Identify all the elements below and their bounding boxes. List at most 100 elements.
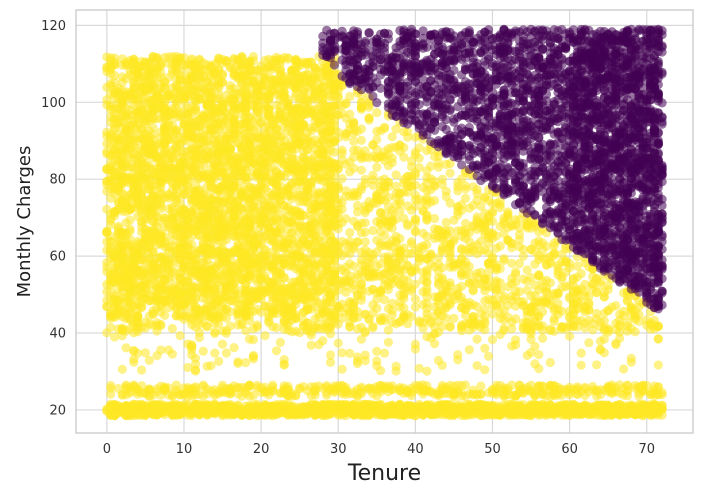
yellow-cluster-point bbox=[314, 402, 324, 412]
yellow-cluster-point bbox=[580, 383, 590, 394]
yellow-cluster-point bbox=[291, 391, 301, 401]
yellow-cluster-point bbox=[526, 401, 536, 411]
yellow-cluster-point bbox=[198, 380, 208, 390]
yellow-cluster-point bbox=[121, 381, 131, 391]
yellow-cluster-point bbox=[491, 387, 501, 397]
yellow-cluster-point bbox=[244, 391, 255, 401]
yellow-cluster-point bbox=[268, 411, 278, 421]
yellow-cluster-point bbox=[595, 400, 606, 411]
yellow-cluster-point bbox=[622, 391, 633, 401]
yellow-cluster-point bbox=[244, 381, 255, 391]
yellow-cluster-point bbox=[503, 389, 513, 400]
yellow-cluster-point bbox=[476, 389, 486, 399]
yellow-cluster-point bbox=[298, 382, 309, 392]
yellow-cluster-point bbox=[117, 402, 127, 413]
yellow-cluster-point bbox=[187, 391, 197, 401]
yellow-cluster-point bbox=[190, 399, 201, 409]
yellow-cluster-point bbox=[449, 390, 459, 400]
yellow-cluster-point bbox=[426, 409, 436, 419]
yellow-cluster-point bbox=[225, 385, 235, 395]
yellow-cluster-point bbox=[507, 408, 517, 418]
yellow-cluster-point bbox=[175, 404, 185, 415]
yellow-cluster-point bbox=[125, 407, 135, 418]
yellow-cluster-point bbox=[534, 400, 544, 411]
yellow-cluster-point bbox=[144, 391, 154, 401]
yellow-cluster-point bbox=[352, 401, 363, 411]
yellow-cluster-point bbox=[445, 406, 455, 416]
yellow-cluster-point bbox=[237, 409, 247, 419]
yellow-cluster-point bbox=[510, 391, 521, 401]
yellow-cluster-point bbox=[356, 165, 366, 175]
yellow-cluster-point bbox=[526, 380, 536, 390]
yellow-cluster-point bbox=[611, 383, 621, 393]
yellow-cluster-point bbox=[372, 400, 382, 410]
yellow-cluster-point bbox=[379, 410, 390, 420]
yellow-cluster-point bbox=[557, 404, 567, 414]
yellow-cluster-point bbox=[491, 401, 501, 411]
yellow-cluster-point bbox=[468, 405, 478, 415]
yellow-cluster-point bbox=[433, 386, 444, 396]
yellow-cluster-point bbox=[642, 380, 652, 390]
yellow-cluster-point bbox=[306, 405, 316, 415]
yellow-cluster-point bbox=[229, 404, 239, 414]
yellow-cluster-point bbox=[329, 381, 339, 391]
yellow-cluster-point bbox=[649, 400, 660, 410]
yellow-cluster-point bbox=[580, 408, 590, 418]
yellow-cluster-point bbox=[510, 400, 521, 411]
yellow-cluster-point bbox=[580, 400, 590, 410]
yellow-cluster-point bbox=[137, 410, 147, 420]
yellow-cluster-point bbox=[102, 258, 112, 268]
yellow-cluster-point bbox=[256, 383, 266, 393]
yellow-cluster-point bbox=[426, 402, 436, 412]
yellow-cluster-point bbox=[657, 387, 667, 398]
yellow-cluster-point bbox=[106, 403, 116, 413]
yellow-cluster-point bbox=[433, 406, 444, 416]
yellow-cluster-point bbox=[160, 386, 170, 396]
yellow-cluster-point bbox=[337, 399, 347, 409]
yellow-cluster-point bbox=[399, 383, 409, 393]
yellow-cluster-point bbox=[379, 383, 390, 393]
yellow-cluster-point bbox=[356, 384, 366, 394]
yellow-cluster-point bbox=[545, 408, 555, 418]
yellow-cluster-point bbox=[572, 405, 582, 415]
yellow-cluster-point bbox=[214, 54, 224, 64]
yellow-cluster-point bbox=[422, 386, 432, 396]
yellow-cluster-point bbox=[476, 402, 486, 412]
yellow-cluster-point bbox=[495, 408, 505, 419]
yellow-cluster-point bbox=[406, 402, 417, 412]
yellow-cluster-point bbox=[657, 400, 667, 410]
yellow-cluster-point bbox=[152, 401, 162, 411]
yellow-cluster-point bbox=[457, 402, 467, 412]
yellow-cluster-point bbox=[615, 401, 625, 411]
yellow-cluster-point bbox=[480, 410, 490, 420]
yellow-cluster-point bbox=[310, 105, 320, 115]
yellow-cluster-point bbox=[106, 389, 116, 399]
yellow-cluster-point bbox=[372, 108, 382, 118]
yellow-cluster-point bbox=[233, 138, 243, 148]
yellow-cluster-point bbox=[279, 408, 289, 418]
yellow-cluster-point bbox=[268, 385, 278, 396]
yellow-cluster-point bbox=[657, 410, 667, 420]
yellow-cluster-point bbox=[271, 400, 282, 410]
yellow-cluster-point bbox=[538, 381, 548, 391]
yellow-cluster-point bbox=[106, 322, 116, 332]
yellow-cluster-point bbox=[549, 381, 559, 391]
yellow-cluster-point bbox=[588, 381, 598, 392]
yellow-cluster-point bbox=[399, 405, 409, 415]
yellow-cluster-point bbox=[322, 390, 332, 400]
yellow-cluster-point bbox=[252, 405, 262, 415]
yellow-cluster-point bbox=[615, 408, 625, 418]
yellow-cluster-point bbox=[406, 205, 417, 215]
yellow-cluster-point bbox=[152, 410, 162, 420]
yellow-cluster-point bbox=[341, 382, 351, 392]
yellow-cluster-point bbox=[129, 401, 139, 411]
yellow-cluster-point bbox=[160, 404, 170, 414]
yellow-cluster-point bbox=[387, 384, 397, 395]
yellow-cluster-point bbox=[214, 402, 224, 412]
yellow-cluster-point bbox=[217, 387, 228, 397]
yellow-cluster-point bbox=[526, 410, 536, 420]
yellow-cluster-point bbox=[638, 405, 648, 415]
yellow-cluster-point bbox=[171, 385, 181, 395]
yellow-cluster-point bbox=[364, 406, 374, 416]
